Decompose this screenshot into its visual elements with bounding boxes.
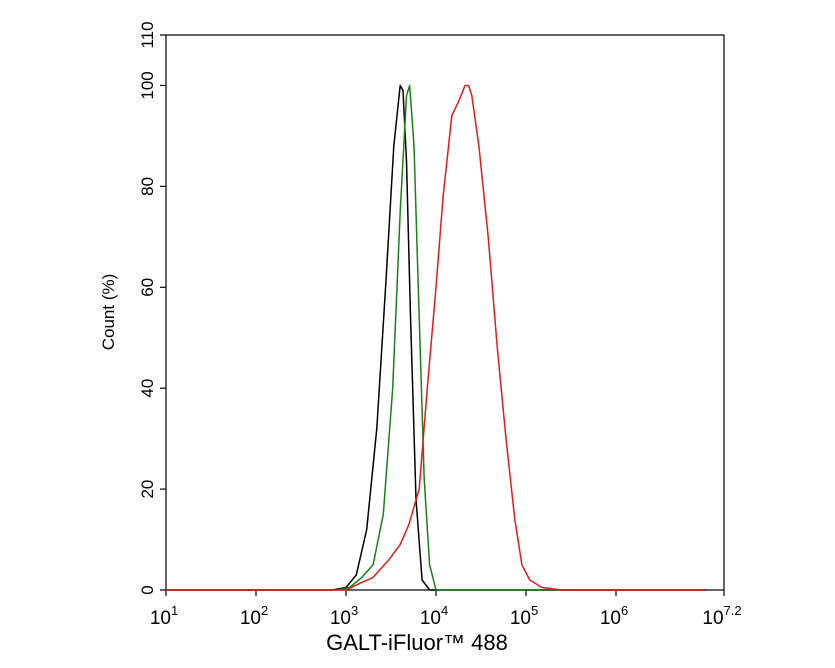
x-tick-base: 10 bbox=[330, 608, 351, 629]
x-axis-label: GALT-iFluor™ 488 bbox=[326, 630, 508, 655]
x-tick-label: 101 bbox=[150, 603, 178, 629]
x-tick-base: 10 bbox=[150, 608, 171, 629]
y-axis: 0 20 40 60 80 100 110 bbox=[138, 21, 166, 595]
series-line-1 bbox=[166, 84, 706, 591]
x-tick-base: 10 bbox=[420, 608, 441, 629]
series-layer bbox=[166, 84, 706, 591]
y-tick-label: 100 bbox=[138, 71, 157, 99]
x-tick-exponent: 4 bbox=[441, 603, 448, 618]
x-tick-label: 107.2 bbox=[702, 603, 741, 629]
y-axis-label: Count (%) bbox=[99, 274, 118, 351]
x-tick-label: 106 bbox=[600, 603, 628, 629]
y-tick-label: 40 bbox=[138, 379, 157, 398]
x-tick-label: 104 bbox=[420, 603, 448, 629]
y-tick-label: 110 bbox=[138, 21, 157, 48]
x-tick-exponent: 2 bbox=[261, 603, 268, 618]
x-tick-base: 10 bbox=[702, 608, 723, 629]
y-tick-label: 80 bbox=[138, 177, 157, 196]
y-tick-label: 0 bbox=[138, 585, 157, 594]
x-tick-label: 105 bbox=[510, 603, 538, 629]
x-tick-exponent: 3 bbox=[351, 603, 358, 618]
x-tick-base: 10 bbox=[600, 608, 621, 629]
y-tick-label: 60 bbox=[138, 278, 157, 297]
x-tick-exponent: 1 bbox=[171, 603, 178, 618]
x-tick-label: 102 bbox=[240, 603, 268, 629]
x-tick-exponent: 7.2 bbox=[724, 603, 742, 618]
x-axis: 101 102 103 104 105 106 107.2 bbox=[150, 590, 742, 629]
x-tick-base: 10 bbox=[240, 608, 261, 629]
series-line-3 bbox=[166, 84, 706, 591]
x-tick-label: 103 bbox=[330, 603, 358, 629]
plot-area-frame bbox=[165, 34, 725, 591]
x-tick-base: 10 bbox=[510, 608, 531, 629]
series-line-2 bbox=[166, 84, 706, 591]
y-tick-label: 20 bbox=[138, 480, 157, 499]
x-tick-exponent: 6 bbox=[621, 603, 628, 618]
x-tick-exponent: 5 bbox=[531, 603, 538, 618]
